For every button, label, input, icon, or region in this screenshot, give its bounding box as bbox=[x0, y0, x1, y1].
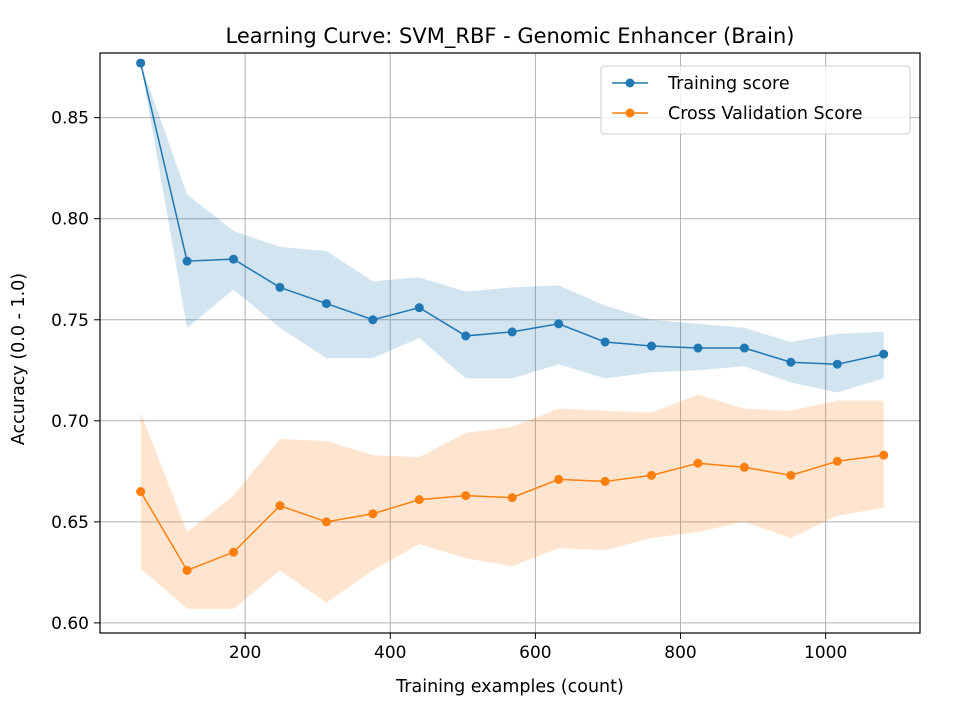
cross-validation-data-point bbox=[647, 470, 657, 480]
series-points bbox=[136, 58, 889, 575]
x-tick-label: 200 bbox=[229, 643, 261, 663]
cross-validation-data-point bbox=[554, 474, 564, 484]
y-tick-label: 0.70 bbox=[51, 412, 89, 432]
cross-validation-data-point bbox=[832, 456, 842, 466]
cross-validation-data-point bbox=[739, 462, 749, 472]
training-data-point bbox=[461, 331, 471, 341]
training-data-point bbox=[739, 343, 749, 353]
legend-box bbox=[600, 65, 911, 135]
y-axis-label: Accuracy (0.0 - 1.0) bbox=[9, 273, 29, 445]
x-tick-label: 800 bbox=[664, 643, 696, 663]
axes-frame bbox=[99, 52, 921, 634]
cross-validation-data-point bbox=[507, 493, 517, 503]
training-data-point bbox=[321, 299, 331, 309]
cross-validation-data-point bbox=[275, 501, 285, 511]
y-tick-label: 0.65 bbox=[51, 513, 89, 533]
y-tick-label: 0.80 bbox=[51, 210, 89, 230]
legend-training-marker bbox=[625, 78, 635, 88]
cross-validation-data-point bbox=[321, 517, 331, 527]
legend-cv-marker bbox=[625, 108, 635, 118]
training-data-point bbox=[647, 341, 657, 351]
cross-validation-data-point bbox=[461, 491, 471, 501]
chart-title: Learning Curve: SVM_RBF - Genomic Enhanc… bbox=[225, 24, 794, 49]
x-tick-label: 600 bbox=[519, 643, 551, 663]
cross-validation-data-point bbox=[600, 476, 610, 486]
legend-training-label: Training score bbox=[667, 74, 790, 94]
training-data-point bbox=[229, 254, 239, 264]
training-data-point bbox=[693, 343, 703, 353]
cross-validation-data-point bbox=[414, 495, 424, 505]
training-data-point bbox=[879, 349, 889, 359]
cross-validation-data-point bbox=[368, 509, 378, 519]
legend-cv-label: Cross Validation Score bbox=[668, 104, 863, 124]
cross-validation-data-point bbox=[786, 470, 796, 480]
x-axis-label: Training examples (count) bbox=[395, 677, 624, 697]
training-data-point bbox=[368, 315, 378, 325]
cross-validation-data-point bbox=[693, 458, 703, 468]
y-tick-label: 0.75 bbox=[51, 311, 89, 331]
x-axis-ticks: 200 400 600 800 1000 bbox=[229, 633, 847, 663]
training-data-point bbox=[414, 303, 424, 313]
cross-validation-data-point bbox=[879, 450, 889, 460]
legend: Training score Cross Validation Score bbox=[600, 65, 911, 135]
y-axis-ticks: 0.60 0.65 0.70 0.75 0.80 0.85 bbox=[51, 109, 100, 634]
training-data-point bbox=[554, 319, 564, 329]
x-tick-label: 400 bbox=[374, 643, 406, 663]
training-data-point bbox=[182, 256, 192, 266]
training-data-point bbox=[136, 58, 146, 68]
y-tick-label: 0.85 bbox=[51, 109, 89, 129]
cross-validation-data-point bbox=[136, 487, 146, 497]
training-data-point bbox=[832, 359, 842, 369]
y-tick-label: 0.60 bbox=[51, 614, 89, 634]
training-data-point bbox=[507, 327, 517, 337]
cross-validation-data-point bbox=[229, 547, 239, 557]
training-data-point bbox=[275, 282, 285, 292]
x-tick-label: 1000 bbox=[804, 643, 847, 663]
training-data-point bbox=[600, 337, 610, 347]
cross-validation-data-point bbox=[182, 565, 192, 575]
training-confidence-band bbox=[140, 63, 884, 393]
training-data-point bbox=[786, 357, 796, 367]
